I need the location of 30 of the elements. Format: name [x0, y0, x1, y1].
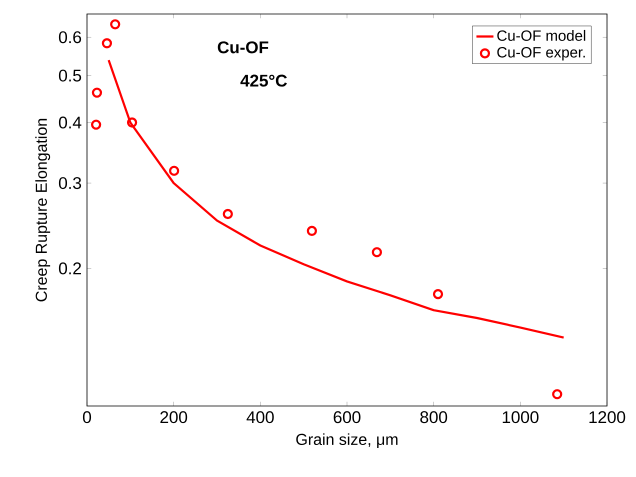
point	[92, 88, 102, 98]
x-tick-label: 200	[160, 411, 188, 424]
y-axis-title: Creep Rupture Elongation	[35, 118, 50, 302]
y-tick-label: 0.5	[58, 70, 82, 82]
annotation: Cu-OF	[218, 41, 268, 54]
legend-label: Cu-OF exper.	[497, 47, 585, 61]
point	[432, 289, 444, 300]
point	[110, 19, 120, 30]
point	[169, 166, 180, 176]
point	[222, 208, 233, 220]
x-tick-label: 1200	[589, 411, 626, 424]
x-tick-label: 400	[246, 411, 274, 424]
legend-label: Cu-OF model	[497, 30, 586, 41]
x-axis-title: Grain size, μm	[296, 433, 398, 448]
point	[126, 117, 138, 128]
y-tick-label: 0.4	[58, 116, 82, 129]
x-tick-label: 800	[420, 411, 448, 424]
point	[552, 389, 562, 400]
y-tick-label: 0.2	[58, 262, 81, 274]
point	[372, 247, 382, 258]
x-tick-label: 1000	[502, 411, 539, 424]
y-tick-label: 0.3	[58, 177, 82, 190]
line-series	[108, 59, 565, 339]
point	[91, 120, 102, 130]
x-tick-label: 0	[82, 411, 92, 424]
annotation: 425°C	[240, 74, 287, 87]
y-tick-label: 0.6	[58, 31, 82, 44]
point	[306, 226, 317, 236]
x-tick-label: 600	[334, 411, 360, 424]
point	[102, 38, 112, 48]
